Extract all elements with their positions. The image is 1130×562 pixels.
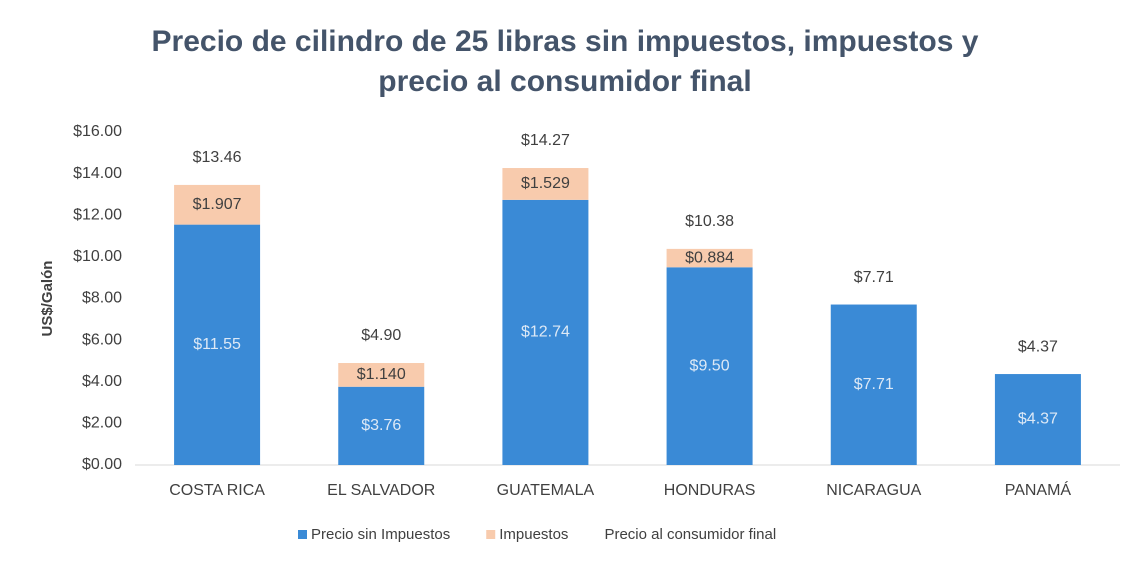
legend-label: Precio al consumidor final xyxy=(604,526,776,543)
value-label: $9.50 xyxy=(690,357,730,374)
y-axis-label: US$/Galón xyxy=(39,261,56,337)
bar-segment xyxy=(502,199,589,465)
legend-swatch xyxy=(486,530,496,539)
x-tick-label: NICARAGUA xyxy=(826,482,921,499)
total-label: $4.90 xyxy=(361,327,401,344)
y-tick-label: $16.00 xyxy=(73,123,122,140)
bar-segment xyxy=(830,304,917,465)
bar-segment xyxy=(338,363,425,387)
value-label: $1.140 xyxy=(357,366,406,383)
y-tick-label: $10.00 xyxy=(73,248,122,265)
legend-label: Impuestos xyxy=(499,526,568,543)
value-label: $3.76 xyxy=(361,417,401,434)
bar-segment xyxy=(338,386,425,465)
bar-segment xyxy=(502,168,589,200)
y-tick-label: $4.00 xyxy=(82,373,122,390)
legend-label: Precio sin Impuestos xyxy=(311,526,450,543)
value-label: $1.529 xyxy=(521,175,570,192)
y-tick-label: $6.00 xyxy=(82,331,122,348)
total-label: $7.71 xyxy=(854,269,894,286)
x-tick-label: PANAMÁ xyxy=(1005,480,1072,499)
x-tick-label: GUATEMALA xyxy=(497,482,595,499)
value-label: $12.74 xyxy=(521,324,570,341)
value-label: $1.907 xyxy=(193,196,242,213)
value-label: $11.55 xyxy=(193,336,241,353)
y-tick-label: $0.00 xyxy=(82,456,122,473)
bar-segment xyxy=(666,267,753,465)
y-tick-label: $14.00 xyxy=(73,165,122,182)
bar-segment xyxy=(994,374,1081,465)
x-tick-label: EL SALVADOR xyxy=(327,482,435,499)
y-tick-label: $8.00 xyxy=(82,290,122,307)
total-label: $14.27 xyxy=(521,132,570,149)
legend-swatch xyxy=(298,530,307,539)
x-tick-label: HONDURAS xyxy=(664,482,756,499)
y-tick-label: $12.00 xyxy=(73,206,122,223)
chart-title: Precio de cilindro de 25 libras sin impu… xyxy=(151,25,979,98)
x-tick-label: COSTA RICA xyxy=(169,482,265,499)
total-label: $4.37 xyxy=(1018,338,1058,355)
total-label: $10.38 xyxy=(685,213,734,230)
value-label: $7.71 xyxy=(854,376,894,393)
bar-segment xyxy=(174,184,261,225)
bar-segment xyxy=(174,224,261,465)
value-label: $4.37 xyxy=(1018,411,1058,428)
value-label: $0.884 xyxy=(685,249,734,266)
total-label: $13.46 xyxy=(193,149,242,166)
y-tick-label: $2.00 xyxy=(82,415,122,432)
bar-segment xyxy=(666,248,753,268)
